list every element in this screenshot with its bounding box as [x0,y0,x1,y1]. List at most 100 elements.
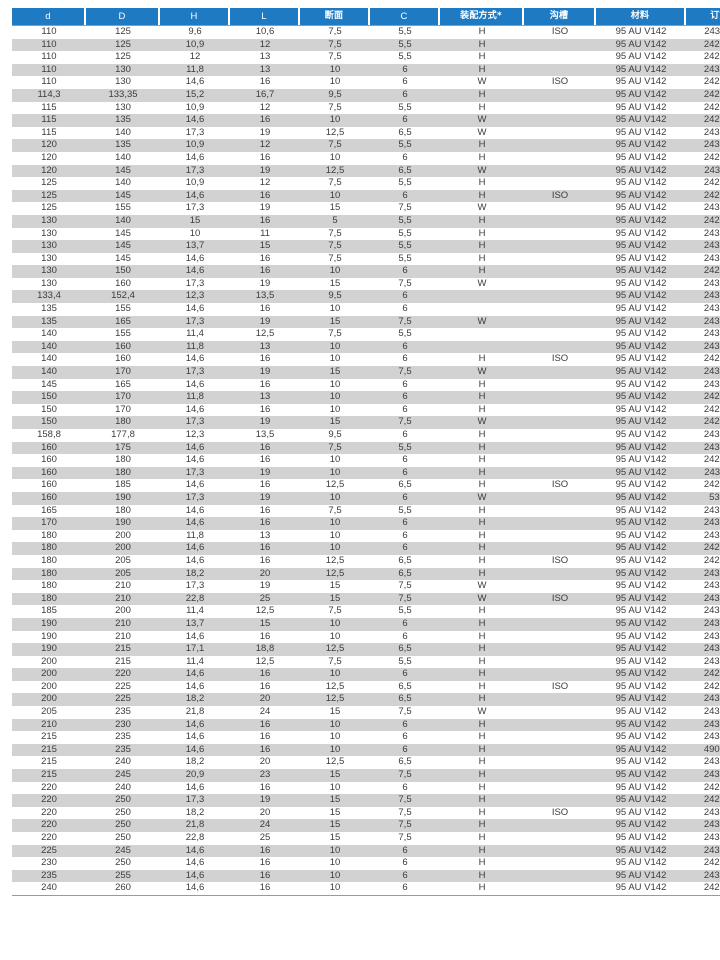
cell-order_no: 24290247 [686,882,720,896]
cell-section: 10 [300,391,370,404]
column-header-groove[interactable]: 沟槽 [524,8,596,25]
cell-groove [524,101,596,115]
column-header-assembly[interactable]: 装配方式* [440,8,524,25]
cell-groove [524,38,596,52]
cell-D: 210 [86,592,160,606]
cell-C: 5,5 [370,328,440,341]
column-header-order_no[interactable]: 订货号 [686,8,720,25]
column-header-d[interactable]: d [12,8,86,25]
cell-C: 6 [370,542,440,555]
cell-material: 95 AU V142 [596,315,686,329]
column-header-D[interactable]: D [86,8,160,25]
cell-H: 14,6 [160,680,230,694]
cell-assembly: H [440,378,524,392]
cell-C: 6 [370,76,440,89]
cell-section: 15 [300,592,370,606]
column-header-material[interactable]: 材料 [596,8,686,25]
column-header-section[interactable]: 断面 [300,8,370,25]
cell-D: 140 [86,177,160,190]
cell-d: 235 [12,869,86,883]
cell-L: 13 [230,391,300,404]
cell-assembly: W [440,202,524,215]
cell-section: 10 [300,151,370,165]
column-header-H[interactable]: H [160,8,230,25]
column-header-L[interactable]: L [230,8,300,25]
cell-order_no: 24370226 [686,643,720,656]
cell-L: 20 [230,806,300,820]
cell-D: 145 [86,252,160,266]
cell-d: 140 [12,340,86,354]
column-header-C[interactable]: C [370,8,440,25]
